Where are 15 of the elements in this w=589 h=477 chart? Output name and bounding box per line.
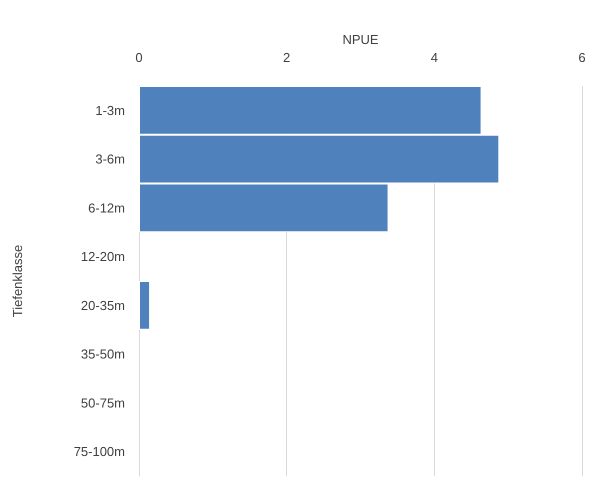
y-axis-title: Tiefenklasse: [10, 244, 25, 318]
y-tick-label: 12-20m: [80, 249, 125, 264]
x-tick-label: 2: [283, 50, 290, 65]
y-tick-label: 1-3m: [95, 102, 125, 118]
y-tick-label: 75-100m: [74, 444, 125, 460]
y-tick-label: 50-75m: [80, 395, 125, 410]
y-tick-label: 6-12m: [88, 200, 125, 216]
x-axis-title: NPUE: [342, 32, 379, 47]
y-tick-label: 20-35m: [80, 298, 125, 313]
x-tick-label: 0: [135, 50, 143, 65]
bar: [139, 281, 150, 330]
x-tick-label: 4: [430, 50, 438, 65]
y-tick-label: 3-6m: [95, 152, 125, 167]
x-tick-label: 6: [578, 50, 586, 65]
y-tick-label: 35-50m: [80, 346, 125, 362]
